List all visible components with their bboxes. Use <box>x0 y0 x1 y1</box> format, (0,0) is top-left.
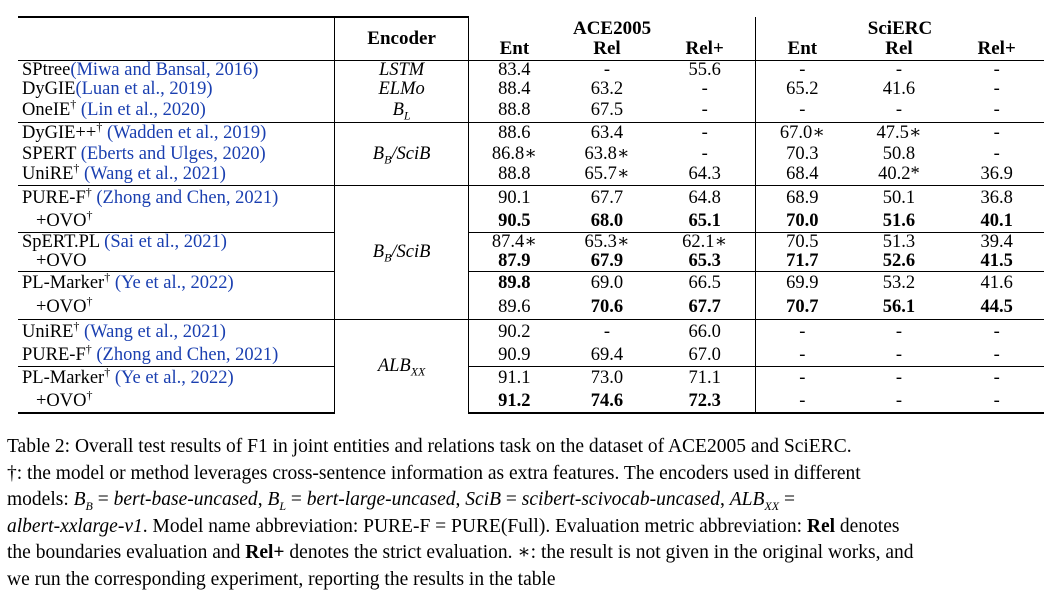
table-row: UniRE† (Wang et al., 2021) 88.8 65.7∗ 64.3… <box>22 160 1013 186</box>
table-row: +OVO† 91.2 74.6 72.3 --- <box>18 388 1044 414</box>
header-scierc: SciERC <box>755 17 1044 38</box>
table-row: SPERT (Eberts and Ulges, 2020) 86.8∗ 63.8… <box>22 143 1000 164</box>
table-row: SpERT.PL (Sai et al., 2021) 87.4∗ 65.3∗ 62… <box>18 232 1044 252</box>
table-row: SPtree(Miwa and Bansal, 2016) LSTM 83.4-… <box>18 59 1044 80</box>
table-row: +OVO 87.9 67.9 65.3 71.7 52.6 41.5 <box>36 251 1013 272</box>
header-sci-relp: Rel+ <box>977 38 1016 60</box>
caption-line-2: †: the model or method leverages cross-s… <box>7 462 861 484</box>
header-ace-relp: Rel+ <box>685 38 724 60</box>
header-ace-ent: Ent <box>499 38 530 60</box>
table-row: +OVO† 90.5 68.0 65.1 70.0 51.6 40.1 <box>36 207 1013 233</box>
caption-line-6: we run the corresponding experiment, rep… <box>7 568 556 590</box>
table-row: PL-Marker† (Ye et al., 2022) 89.8 69.0 66.… <box>18 271 1044 296</box>
header-sci-rel: Rel <box>885 38 913 60</box>
caption-line-3: models: BB = bert-base-uncased, BL = ber… <box>7 489 795 513</box>
header-model <box>18 16 335 60</box>
header-ace2005: ACE2005 <box>572 18 652 39</box>
results-table: Encoder ACE2005 SciERC Ent Rel Rel+ Ent … <box>18 16 1044 414</box>
caption-line-1: Table 2: Overall test results of F1 in j… <box>7 436 852 457</box>
table-row: PURE-F† (Zhong and Chen, 2021) BB/SciB 9… <box>18 185 1044 320</box>
header-sci-ent: Ent <box>754 38 849 60</box>
header-encoder: Encoder <box>334 16 470 60</box>
table-caption: Table 2: Overall test results of F1 in j… <box>7 434 1053 593</box>
table-row: PL-Marker† (Ye et al., 2022) 91.1 73.0 71.… <box>18 366 1044 391</box>
header-ace-rel: Rel <box>593 38 621 60</box>
caption-line-4: albert-xxlarge-v1. Model name abbreviati… <box>7 515 900 537</box>
caption-line-5: the boundaries evaluation and Rel+ denot… <box>7 542 914 563</box>
table-row: DyGIE(Luan et al., 2019) ELMo 88.4 63.2- … <box>22 78 1000 99</box>
table-row: DyGIE++† (Wadden et al., 2019) BB/SciB 8… <box>18 121 1044 186</box>
table-row: UniRE† (Wang et al., 2021) ALBXX 90.2-66… <box>18 319 1044 413</box>
table-row: PURE-F† (Zhong and Chen, 2021) 90.9 69.4 6… <box>22 341 1000 367</box>
table-row: OneIE† (Lin et al., 2020) BL 88.8 67.5- -… <box>22 96 1000 123</box>
table-row: +OVO† 89.6 70.6 67.7 70.7 56.1 44.5 <box>18 295 1044 320</box>
